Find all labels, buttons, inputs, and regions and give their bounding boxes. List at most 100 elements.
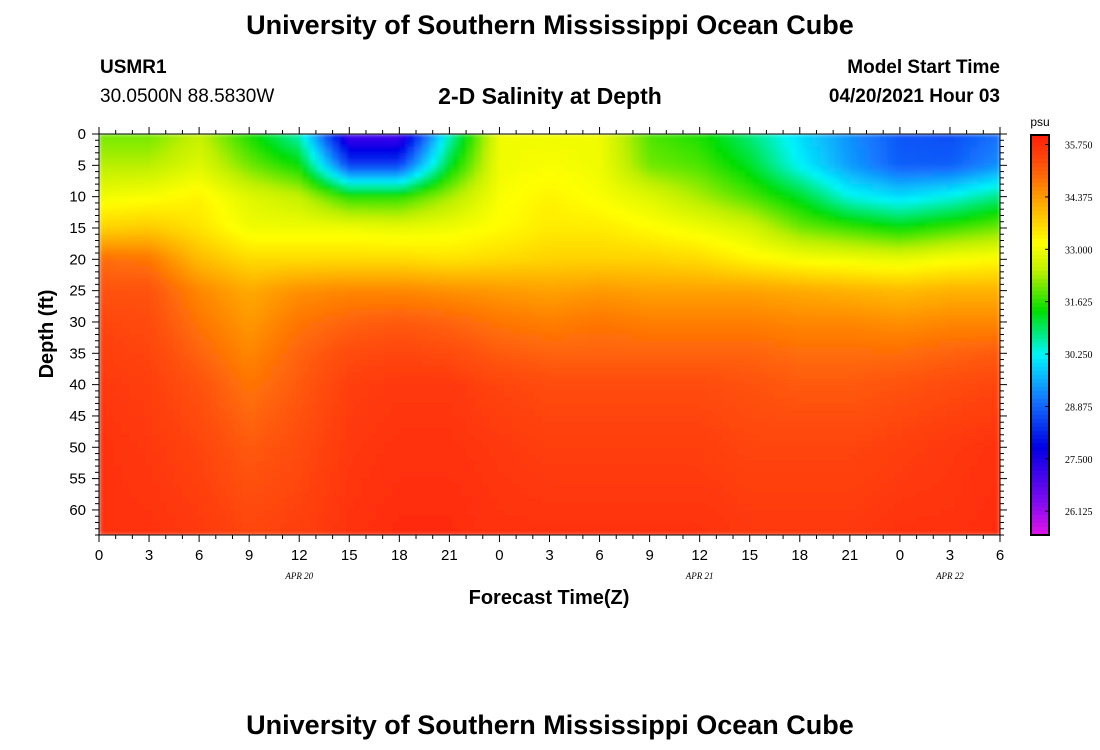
- heatmap-cell: [414, 303, 423, 311]
- heatmap-cell: [354, 234, 363, 242]
- heatmap-cell: [737, 152, 746, 160]
- heatmap-cell: [789, 234, 798, 242]
- heatmap-cell: [466, 365, 476, 373]
- heatmap-cell: [834, 334, 843, 342]
- heatmap-cell: [496, 328, 506, 336]
- heatmap-cell: [444, 347, 453, 354]
- heatmap-cell: [99, 234, 108, 242]
- heatmap-cell: [977, 372, 986, 379]
- heatmap-cell: [879, 246, 888, 254]
- heatmap-cell: [579, 321, 588, 329]
- heatmap-cell: [541, 234, 551, 242]
- heatmap-cell: [879, 234, 888, 242]
- heatmap-cell: [887, 215, 896, 223]
- heatmap-cell: [99, 190, 108, 198]
- heatmap-cell: [309, 146, 318, 154]
- heatmap-cell: [436, 328, 445, 336]
- heatmap-cell: [557, 303, 566, 311]
- heatmap-cell: [181, 347, 190, 354]
- heatmap-cell: [587, 359, 596, 367]
- heatmap-cell: [376, 152, 385, 160]
- heatmap-cell: [301, 384, 310, 392]
- heatmap-cell: [324, 165, 333, 173]
- heatmap-cell: [714, 372, 723, 379]
- heatmap-cell: [602, 246, 611, 254]
- heatmap-cell: [699, 171, 708, 179]
- heatmap-cell: [557, 278, 566, 285]
- heatmap-cell: [617, 328, 626, 336]
- heatmap-cell: [587, 353, 596, 361]
- heatmap-cell: [166, 159, 175, 166]
- heatmap-cell: [984, 209, 994, 217]
- heatmap-cell: [451, 303, 460, 311]
- heatmap-cell: [234, 152, 243, 160]
- heatmap-cell: [204, 240, 213, 248]
- heatmap-cell: [834, 171, 843, 179]
- heatmap-cell: [504, 140, 513, 148]
- heatmap-cell: [812, 315, 821, 323]
- heatmap-cell: [451, 190, 460, 198]
- heatmap-cell: [429, 365, 438, 373]
- heatmap-cell: [632, 246, 641, 254]
- heatmap-cell: [324, 284, 333, 292]
- heatmap-cell: [166, 221, 175, 229]
- heatmap-cell: [241, 234, 250, 242]
- heatmap-cell: [361, 296, 370, 304]
- heatmap-cell: [399, 209, 408, 217]
- heatmap-cell: [804, 227, 813, 235]
- heatmap-cell: [714, 221, 723, 229]
- heatmap-cell: [789, 296, 798, 304]
- heatmap-cell: [489, 296, 498, 304]
- heatmap-cell: [692, 284, 701, 292]
- heatmap-cell: [534, 271, 543, 279]
- heatmap-cell: [579, 202, 588, 210]
- heatmap-cell: [279, 146, 288, 154]
- heatmap-cell: [451, 265, 460, 273]
- heatmap-cell: [346, 328, 355, 336]
- heatmap-cell: [602, 209, 611, 217]
- heatmap-cell: [624, 271, 633, 279]
- heatmap-cell: [376, 259, 385, 267]
- heatmap-cell: [782, 190, 791, 198]
- heatmap-cell: [804, 315, 813, 323]
- heatmap-cell: [249, 284, 258, 292]
- heatmap-cell: [812, 372, 821, 379]
- heatmap-cell: [744, 321, 753, 329]
- heatmap-cell: [842, 321, 851, 329]
- heatmap-cell: [534, 315, 543, 323]
- heatmap-cell: [744, 309, 753, 317]
- heatmap-cell: [436, 372, 445, 379]
- heatmap-cell: [707, 347, 716, 354]
- heatmap-cell: [181, 353, 190, 361]
- heatmap-cell: [309, 171, 318, 179]
- heatmap-cell: [166, 290, 175, 298]
- heatmap-cell: [519, 234, 528, 242]
- heatmap-cell: [939, 221, 949, 229]
- heatmap-cell: [752, 315, 761, 323]
- heatmap-cell: [376, 309, 385, 317]
- heatmap-cell: [136, 378, 145, 386]
- heatmap-cell: [219, 290, 228, 298]
- heatmap-cell: [692, 296, 701, 304]
- heatmap-cell: [759, 234, 768, 242]
- heatmap-cell: [369, 234, 378, 242]
- heatmap-cell: [812, 196, 821, 204]
- heatmap-cell: [114, 384, 123, 392]
- heatmap-cell: [647, 265, 656, 273]
- heatmap-cell: [99, 159, 108, 166]
- heatmap-cell: [827, 290, 836, 298]
- heatmap-cell: [729, 372, 738, 379]
- heatmap-cell: [451, 171, 460, 179]
- heatmap-cell: [939, 227, 949, 235]
- heatmap-cell: [541, 271, 551, 279]
- heatmap-cell: [557, 271, 566, 279]
- heatmap-cell: [429, 259, 438, 267]
- heatmap-cell: [421, 152, 430, 160]
- heatmap-cell: [564, 196, 573, 204]
- heatmap-cell: [354, 134, 363, 141]
- heatmap-cell: [632, 140, 641, 148]
- heatmap-cell: [857, 165, 866, 173]
- heatmap-cell: [136, 384, 145, 392]
- heatmap-cell: [984, 340, 994, 348]
- heatmap-cell: [339, 390, 348, 398]
